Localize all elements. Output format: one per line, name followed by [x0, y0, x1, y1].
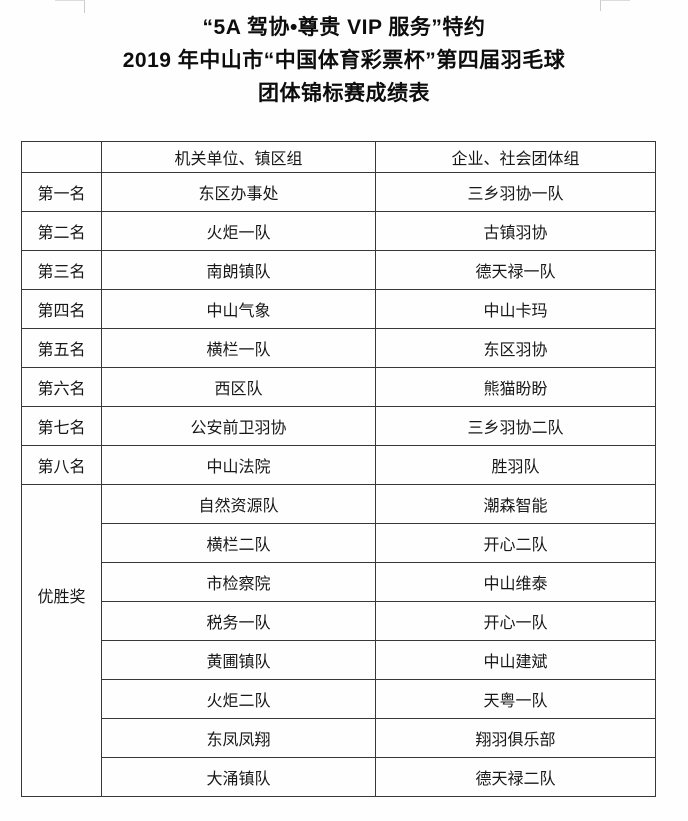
ent-team-cell: 翔羽俱乐部: [375, 718, 656, 758]
ent-team-cell: 中山维泰: [375, 562, 656, 602]
ent-team-cell: 德天禄二队: [375, 757, 656, 797]
gov-team-cell: 黄圃镇队: [101, 640, 376, 680]
gov-team-cell: 市检察院: [101, 562, 376, 602]
ent-team-cell: 开心二队: [375, 523, 656, 563]
rank-label: 第六名: [21, 367, 102, 407]
winner-prize-cell: 优胜奖: [21, 484, 102, 797]
ent-team-cell: 中山卡玛: [375, 289, 656, 329]
ent-team-cell: 天粤一队: [375, 679, 656, 719]
gov-team-cell: 中山法院: [101, 445, 376, 485]
title-line-sponsor: “5A 驾协•尊贵 VIP 服务”特约: [202, 16, 486, 39]
ent-team-cell: 德天禄一队: [375, 250, 656, 290]
crop-corner-mark-right: [600, 0, 630, 11]
gov-team-cell: 横栏一队: [101, 328, 376, 368]
ranked-row: 第八名 中山法院 胜羽队: [21, 445, 656, 485]
title-line-results: 团体锦标赛成绩表: [258, 82, 430, 105]
gov-team-cell: 火炬二队: [101, 679, 376, 719]
rank-label: 第五名: [21, 328, 102, 368]
gov-team-cell: 西区队: [101, 367, 376, 407]
winner-row: 火炬二队 天粤一队: [22, 679, 656, 719]
gov-team-cell: 东凤凤翔: [101, 718, 376, 758]
ranked-row: 第一名 东区办事处 三乡羽协一队: [21, 172, 656, 212]
ent-team-cell: 胜羽队: [375, 445, 656, 485]
ent-team-cell: 潮森智能: [375, 484, 656, 524]
gov-team-cell: 中山气象: [101, 289, 376, 329]
rank-label: 第八名: [21, 445, 102, 485]
ranked-row: 第三名 南朗镇队 德天禄一队: [21, 250, 656, 290]
ent-team-cell: 三乡羽协二队: [375, 406, 656, 446]
gov-team-cell: 税务一队: [101, 601, 376, 641]
winner-row: 东凤凤翔 翔羽俱乐部: [22, 718, 656, 758]
ranked-row: 第七名 公安前卫羽协 三乡羽协二队: [21, 406, 656, 446]
crop-corner-mark-left: [55, 0, 85, 13]
header-government-group: 机关单位、镇区组: [101, 141, 376, 173]
gov-team-cell: 横栏二队: [101, 523, 376, 563]
ent-team-cell: 古镇羽协: [375, 211, 656, 251]
gov-team-cell: 公安前卫羽协: [101, 406, 376, 446]
rank-label: 第二名: [21, 211, 102, 251]
gov-team-cell: 东区办事处: [101, 172, 376, 212]
rank-label: 第七名: [21, 406, 102, 446]
rank-label: 第四名: [21, 289, 102, 329]
ranked-row: 第四名 中山气象 中山卡玛: [21, 289, 656, 329]
gov-team-cell: 火炬一队: [101, 211, 376, 251]
gov-team-cell: 自然资源队: [101, 484, 376, 524]
ent-team-cell: 东区羽协: [375, 328, 656, 368]
header-enterprise-group: 企业、社会团体组: [375, 141, 656, 173]
ent-team-cell: 中山建斌: [375, 640, 656, 680]
ranked-row: 第六名 西区队 熊猫盼盼: [21, 367, 656, 407]
header-row: 机关单位、镇区组 企业、社会团体组: [21, 141, 656, 173]
title-line-event: 2019 年中山市“中国体育彩票杯”第四届羽毛球: [122, 49, 566, 72]
ent-team-cell: 熊猫盼盼: [375, 367, 656, 407]
ent-team-cell: 三乡羽协一队: [375, 172, 656, 212]
ranked-row: 第二名 火炬一队 古镇羽协: [21, 211, 656, 251]
winner-row: 市检察院 中山维泰: [22, 562, 656, 602]
ent-team-cell: 开心一队: [375, 601, 656, 641]
header-rank-column: [21, 141, 102, 173]
page-title: “5A 驾协•尊贵 VIP 服务”特约 2019 年中山市“中国体育彩票杯”第四…: [0, 11, 688, 110]
gov-team-cell: 大涌镇队: [101, 757, 376, 797]
rank-label: 第一名: [21, 172, 102, 212]
ranked-row: 第五名 横栏一队 东区羽协: [21, 328, 656, 368]
winner-row: 税务一队 开心一队: [22, 601, 656, 641]
winner-row: 黄圃镇队 中山建斌: [22, 640, 656, 680]
winner-row: 横栏二队 开心二队: [22, 523, 656, 563]
winner-row: 大涌镇队 德天禄二队: [22, 757, 656, 797]
winner-row: 优胜奖 自然资源队 潮森智能: [21, 484, 656, 797]
results-table: 机关单位、镇区组 企业、社会团体组 第一名 东区办事处 三乡羽协一队 第二名 火炬一队古…: [21, 141, 656, 797]
winner-prize-label: 优胜奖: [37, 588, 86, 606]
rank-label: 第三名: [21, 250, 102, 290]
gov-team-cell: 南朗镇队: [101, 250, 376, 290]
